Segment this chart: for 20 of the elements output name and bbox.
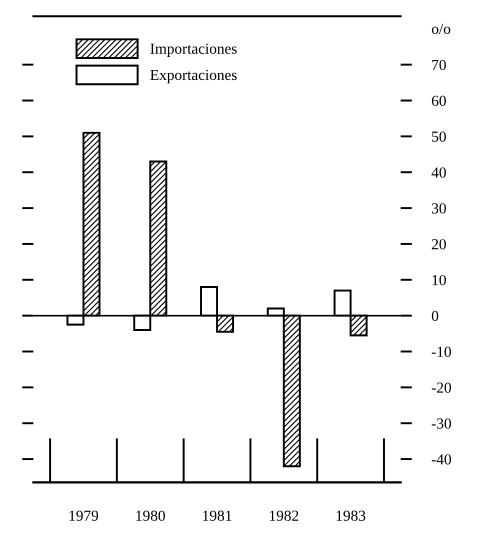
x-tick-label: 1982 (270, 510, 298, 521)
y-tick-label: -30 (432, 418, 452, 429)
y-axis-title: o/o (432, 24, 450, 34)
y-tick-label: 10 (432, 274, 446, 286)
y-tick-label: 40 (432, 167, 446, 178)
y-tick-label: 20 (432, 239, 446, 250)
legend-label: Importaciones (150, 44, 237, 57)
y-tick-label: 60 (432, 96, 446, 106)
x-tick-label: 1983 (336, 510, 366, 521)
y-tick-label: 70 (432, 60, 446, 70)
x-tick-label: 1980 (136, 510, 165, 521)
y-tick-label: -20 (432, 382, 452, 393)
y-tick-label: 30 (432, 203, 446, 214)
y-tick-label: -40 (432, 454, 452, 465)
x-tick-label: 1979 (70, 510, 98, 521)
y-tick-label: 50 (432, 132, 446, 142)
legend-label: Exportaciones (150, 70, 237, 84)
x-tick-label: 1981 (203, 510, 232, 521)
y-tick-label: -10 (432, 346, 452, 357)
y-tick-label: 0 (432, 310, 438, 322)
